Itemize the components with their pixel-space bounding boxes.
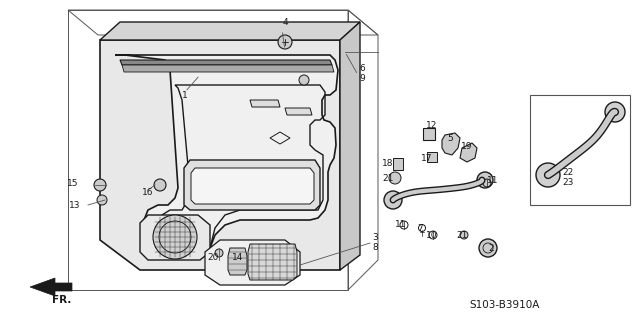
Polygon shape xyxy=(120,60,332,65)
Text: 14: 14 xyxy=(232,253,244,262)
Circle shape xyxy=(94,179,106,191)
Text: FR.: FR. xyxy=(52,295,72,305)
Text: 1: 1 xyxy=(182,91,188,100)
Text: 9: 9 xyxy=(359,74,365,83)
Polygon shape xyxy=(100,40,340,270)
Circle shape xyxy=(605,102,625,122)
Text: 11: 11 xyxy=(396,220,407,228)
Text: 10: 10 xyxy=(426,230,438,239)
Circle shape xyxy=(299,75,309,85)
Circle shape xyxy=(154,179,166,191)
Polygon shape xyxy=(122,65,334,72)
Polygon shape xyxy=(115,55,338,248)
Circle shape xyxy=(479,239,497,257)
Polygon shape xyxy=(30,278,72,296)
Text: 15: 15 xyxy=(67,179,79,188)
Text: 23: 23 xyxy=(563,178,573,187)
Polygon shape xyxy=(250,100,280,107)
Text: S103-B3910A: S103-B3910A xyxy=(470,300,540,310)
Circle shape xyxy=(477,172,493,188)
Text: 6: 6 xyxy=(359,63,365,73)
Text: 18: 18 xyxy=(382,158,394,167)
Text: 21: 21 xyxy=(456,230,468,239)
Polygon shape xyxy=(460,143,477,162)
Polygon shape xyxy=(205,240,300,285)
Polygon shape xyxy=(340,22,360,270)
Text: 3: 3 xyxy=(372,233,378,242)
Text: 8: 8 xyxy=(372,243,378,252)
Polygon shape xyxy=(184,160,320,210)
Text: 7: 7 xyxy=(417,223,423,233)
Polygon shape xyxy=(191,168,314,204)
Circle shape xyxy=(153,215,197,259)
Bar xyxy=(427,152,437,162)
Text: 16: 16 xyxy=(142,188,154,196)
Bar xyxy=(393,158,403,170)
Text: 11: 11 xyxy=(487,175,499,185)
Text: 20: 20 xyxy=(207,253,219,262)
Polygon shape xyxy=(285,108,312,115)
Bar xyxy=(423,128,435,140)
Text: 17: 17 xyxy=(421,154,433,163)
Polygon shape xyxy=(228,248,247,275)
Circle shape xyxy=(536,163,560,187)
Circle shape xyxy=(460,231,468,239)
Circle shape xyxy=(215,249,223,257)
Text: 12: 12 xyxy=(426,121,438,130)
Circle shape xyxy=(389,172,401,184)
Polygon shape xyxy=(140,215,210,260)
Text: 13: 13 xyxy=(69,201,81,210)
Text: 19: 19 xyxy=(461,141,473,150)
Text: 22: 22 xyxy=(563,167,573,177)
Polygon shape xyxy=(100,22,360,40)
Polygon shape xyxy=(442,133,460,155)
Circle shape xyxy=(384,191,402,209)
Text: 5: 5 xyxy=(447,133,453,142)
Text: 2: 2 xyxy=(488,244,494,252)
Polygon shape xyxy=(248,244,297,280)
Text: 4: 4 xyxy=(282,18,288,27)
Bar xyxy=(530,95,630,205)
Circle shape xyxy=(278,35,292,49)
Circle shape xyxy=(97,195,107,205)
Text: 21: 21 xyxy=(382,173,394,182)
